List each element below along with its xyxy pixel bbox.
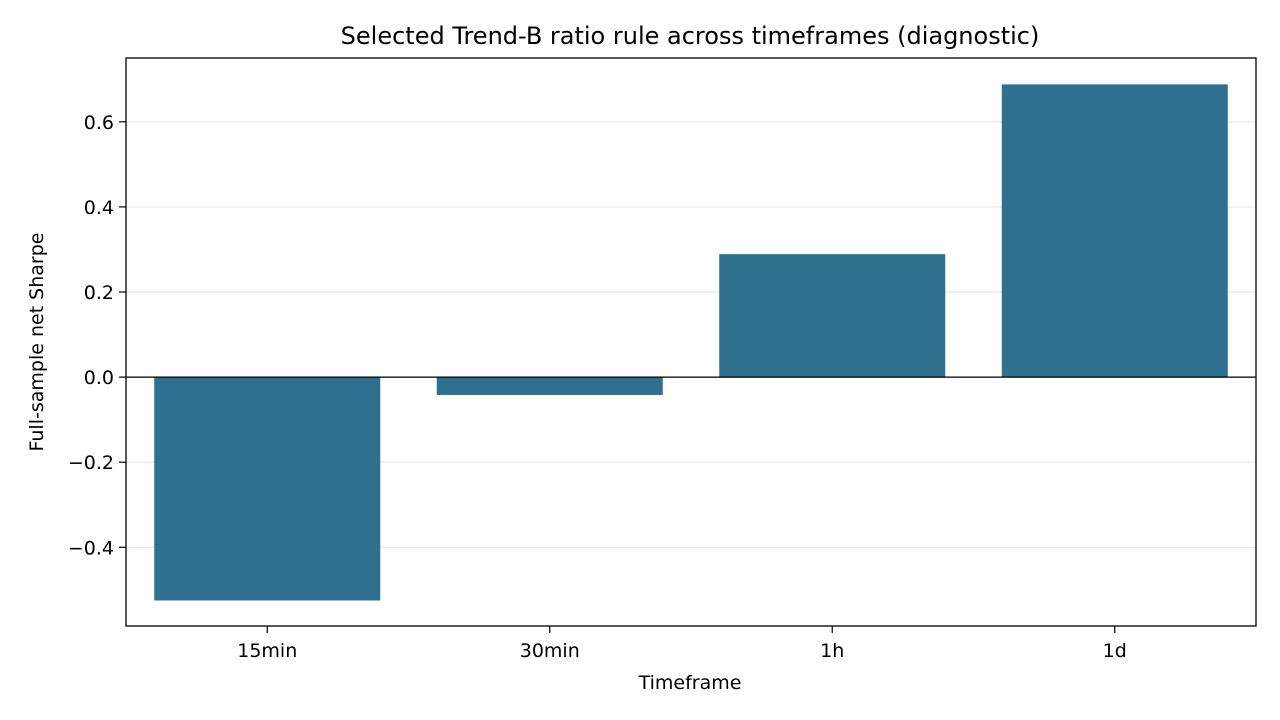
bar-30min <box>436 377 663 395</box>
bar-15min <box>154 377 381 601</box>
y-tick-label: 0.4 <box>84 197 114 219</box>
bar-1h <box>719 254 946 378</box>
x-axis-label: Timeframe <box>638 672 742 694</box>
x-tick-label: 1d <box>1103 640 1127 662</box>
bar-1d <box>1001 84 1228 378</box>
chart-title: Selected Trend-B ratio rule across timef… <box>341 22 1040 50</box>
plot-frame <box>125 57 1257 627</box>
x-tick-label: 15min <box>237 640 297 662</box>
x-tick-label: 1h <box>820 640 844 662</box>
y-tick-label: 0.2 <box>84 282 114 304</box>
bars <box>154 84 1228 601</box>
y-axis-label: Full-sample net Sharpe <box>26 233 48 452</box>
y-axis-ticks: −0.4 −0.2 0.0 0.2 0.4 0.6 <box>68 112 126 559</box>
x-tick-label: 30min <box>520 640 580 662</box>
y-tick-label: 0.0 <box>84 367 114 389</box>
y-tick-label: −0.4 <box>68 537 114 559</box>
x-axis-ticks: 15min 30min 1h 1d <box>237 626 1127 662</box>
y-tick-label: 0.6 <box>84 112 114 134</box>
y-tick-label: −0.2 <box>68 452 114 474</box>
